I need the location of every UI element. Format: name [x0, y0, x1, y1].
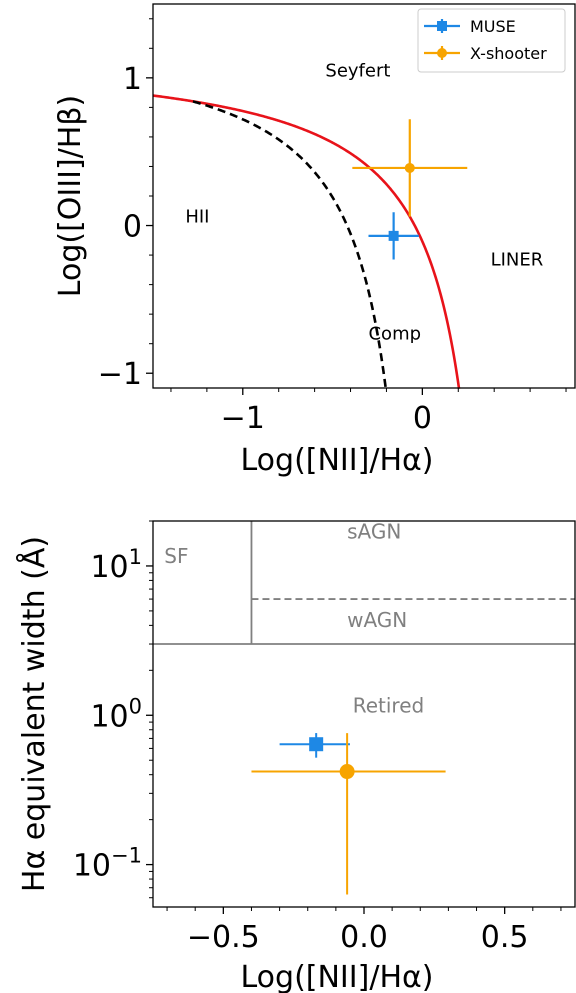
kewley-demarcation-curve	[152, 94, 461, 390]
y-tick-label: −1	[98, 357, 142, 392]
y-tick-exponent: −1	[111, 844, 142, 868]
region-label-liner: LINER	[491, 249, 544, 270]
y-tick-label: 100	[90, 694, 142, 734]
legend: MUSE X-shooter	[417, 8, 566, 73]
x-axis-label: Log([NII]/Hα)	[241, 960, 434, 993]
region-label-wagn: wAGN	[347, 608, 407, 632]
data-point-muse	[388, 230, 399, 241]
legend-marker-muse	[424, 19, 460, 33]
y-tick-label: 0	[123, 210, 142, 245]
y-tick-base: 10	[90, 699, 128, 734]
y-tick-exponent: 0	[129, 694, 142, 718]
kauffmann-demarcation-curve	[192, 100, 388, 390]
x-tick-label: 0	[413, 401, 432, 436]
x-tick-label: 0.5	[481, 920, 529, 955]
region-label-sagn: sAGN	[347, 519, 401, 543]
region-label-retired: Retired	[353, 694, 424, 718]
y-tick-label: 10−1	[73, 844, 142, 884]
bpt-diagram-panel: MUSE X-shooter Seyfert HII LINER Comp −1 0 1 0 −…	[53, 3, 576, 478]
y-tick-label: 1	[123, 62, 142, 97]
region-label-comp: Comp	[368, 323, 421, 344]
x-axis-label: Log([NII]/Hα)	[241, 443, 434, 478]
x-tick-label: 0.0	[340, 920, 388, 955]
region-label-hii: HII	[185, 207, 209, 228]
data-point-muse	[309, 737, 324, 752]
region-label-seyfert: Seyfert	[325, 60, 390, 81]
x-tick-label: −1	[221, 401, 265, 436]
legend-box	[417, 8, 566, 73]
y-tick-base: 10	[73, 849, 111, 884]
y-tick-exponent: 1	[129, 545, 142, 569]
x-tick-label: −0.5	[187, 920, 260, 955]
data-point-x-shooter	[339, 764, 355, 780]
legend-marker-xshooter	[424, 46, 460, 60]
y-axis-label: Hα equivalent width (Å)	[16, 536, 52, 892]
data-point-x-shooter	[404, 162, 415, 173]
y-axis-label: Log([OIII]/Hβ)	[53, 95, 88, 297]
y-tick-base: 10	[90, 550, 128, 585]
legend-label-xshooter: X-shooter	[470, 44, 547, 63]
region-label-sf: SF	[164, 544, 188, 568]
legend-label-muse: MUSE	[470, 17, 516, 36]
y-tick-label: 101	[90, 545, 142, 585]
